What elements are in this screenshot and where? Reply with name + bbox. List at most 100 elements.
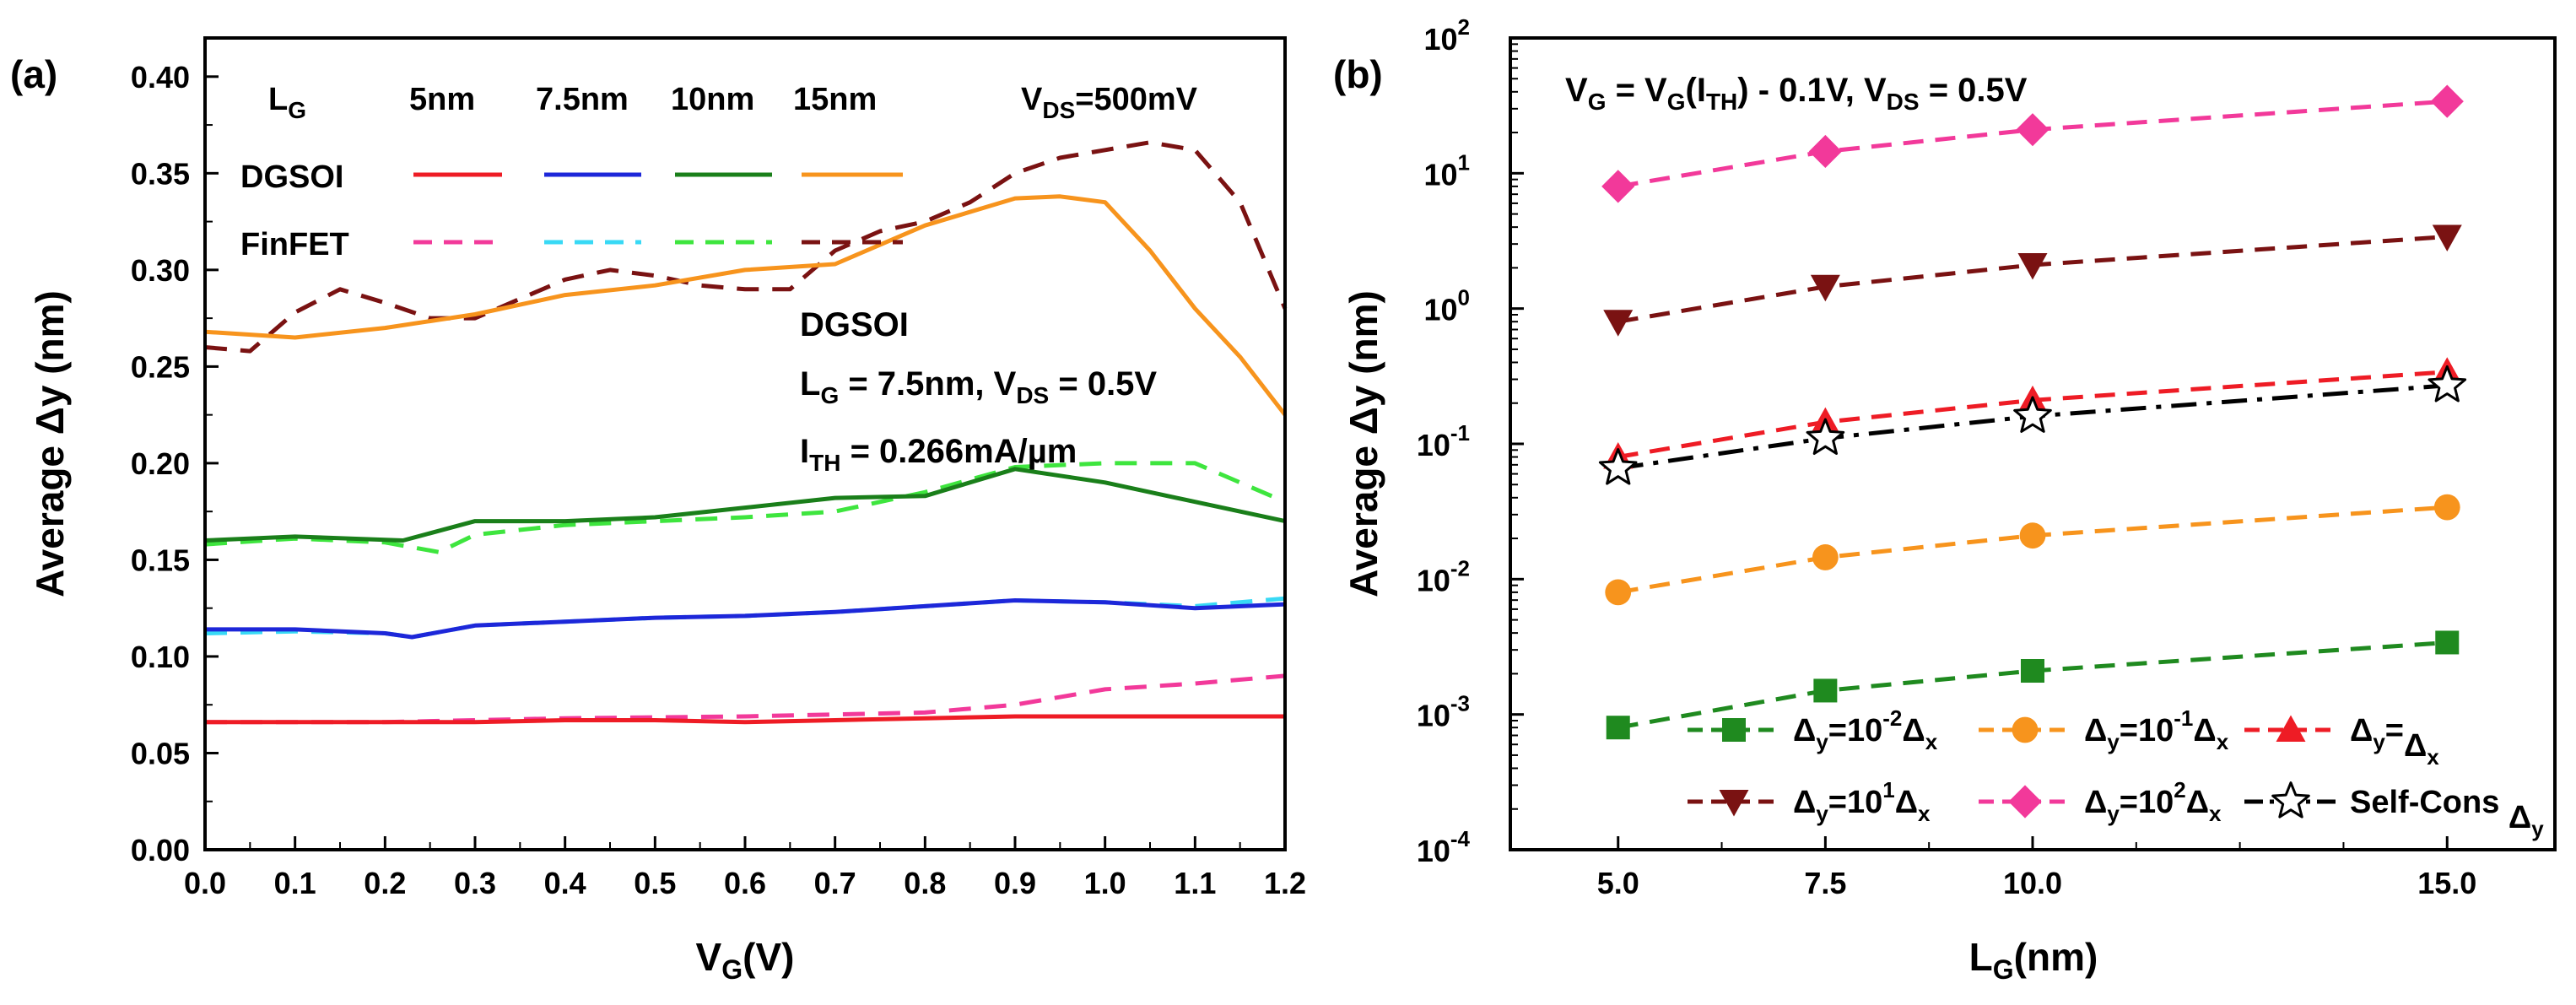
marker-diamond bbox=[2016, 113, 2049, 147]
panel-a-annotation: DGSOI LG = 7.5nm, VDS = 0.5V ITH = 0.266… bbox=[800, 306, 1157, 476]
a-ytick-label: 0.00 bbox=[131, 833, 190, 867]
marker-triangle-down bbox=[1603, 310, 1634, 337]
series-dgsoi-7-5nm bbox=[205, 598, 1286, 640]
a-xtick-label: 1.1 bbox=[1174, 866, 1216, 900]
marker-square bbox=[1813, 678, 1838, 703]
panel-b-condition: VG = VG(ITH) - 0.1V, VDS = 0.5V bbox=[1565, 72, 2028, 115]
legend-label: Δy=101Δx bbox=[1793, 777, 1931, 826]
marker-triangle-down bbox=[2432, 224, 2462, 251]
panel-a-ticks: 0.0 0.1 0.2 0.3 0.4 0.5 0.6 0.7 0.8 0.9 1.0 1.1 1.2 0… bbox=[131, 60, 1306, 900]
b-xtick-label: 7.5 bbox=[1804, 866, 1846, 900]
marker-circle bbox=[1605, 579, 1632, 606]
anno-line2: LG = 7.5nm, VDS = 0.5V bbox=[800, 365, 1157, 408]
panel-a-lines bbox=[204, 140, 1288, 725]
marker-circle bbox=[1812, 544, 1839, 570]
b-ytick-label: 10-4 bbox=[1417, 826, 1471, 868]
legend-label: Δy=10-2Δx bbox=[1793, 705, 1938, 754]
marker-triangle-down bbox=[1719, 790, 1749, 817]
legend-vds: VDS=500mV bbox=[1021, 82, 1198, 123]
marker-star bbox=[2013, 396, 2052, 433]
a-xtick-label: 0.0 bbox=[184, 866, 226, 900]
legend-row-finfet: FinFET bbox=[240, 227, 349, 262]
series-self-cons-y bbox=[1617, 383, 2448, 471]
marker-star bbox=[2271, 781, 2310, 819]
legend-row-dgsoi: DGSOI bbox=[240, 159, 343, 195]
legend-entry-y-10-1-x: Δy=101Δx bbox=[1688, 777, 1931, 826]
marker-diamond bbox=[1601, 170, 1635, 203]
marker-triangle-up bbox=[2276, 715, 2306, 742]
a-ytick-label: 0.05 bbox=[131, 736, 190, 770]
panel-b: (b) 5.0 7.5 10.0 15.010-410-310-210-1100101… bbox=[1333, 14, 2557, 985]
panel-a: (a) 0.0 0.1 0.2 0.3 0.4 0.5 0.6 0.7 0.8 0.9 1.0 1.1… bbox=[10, 36, 1306, 985]
legend-length-10nm: 10nm bbox=[671, 82, 754, 117]
panel-b-tag: (b) bbox=[1333, 52, 1383, 96]
b-xtick-label: 5.0 bbox=[1597, 866, 1639, 900]
a-xtick-label: 0.2 bbox=[364, 866, 406, 900]
panel-b-frame bbox=[1509, 36, 2557, 851]
legend-label: Self-Cons Δy bbox=[2350, 785, 2544, 841]
series-dgsoi-15nm bbox=[204, 194, 1287, 417]
legend-label: Δy=10-1Δx bbox=[2084, 705, 2229, 754]
marker-diamond bbox=[2008, 785, 2042, 819]
panel-a-tag: (a) bbox=[10, 52, 57, 96]
series-y-10-2-x bbox=[1617, 640, 2448, 730]
anno-line1: DGSOI bbox=[800, 306, 909, 343]
marker-star bbox=[1598, 448, 1638, 485]
a-xtick-label: 0.9 bbox=[994, 866, 1036, 900]
marker-circle bbox=[2019, 522, 2046, 549]
panel-b-ylabel: Average Δy (nm) bbox=[1342, 290, 1385, 597]
legend-entry-y-10-2-x: Δy=10-2Δx bbox=[1688, 705, 1938, 754]
series-dgsoi-10nm bbox=[204, 467, 1286, 543]
panel-a-ylabel: Average Δy (nm) bbox=[28, 290, 72, 597]
a-xtick-label: 1.0 bbox=[1084, 866, 1126, 900]
legend-label: Δy=Δx bbox=[2350, 713, 2439, 770]
legend-entry-y-10-2-x: Δy=102Δx bbox=[1979, 777, 2222, 826]
a-ytick-label: 0.25 bbox=[131, 349, 190, 384]
legend-header-lg: LG bbox=[268, 82, 306, 123]
legend-length-15nm: 15nm bbox=[793, 82, 877, 117]
a-xtick-label: 0.7 bbox=[814, 866, 856, 900]
legend-length-5nm: 5nm bbox=[409, 82, 475, 117]
b-xtick-label: 10.0 bbox=[2003, 866, 2062, 900]
b-xtick-label: 15.0 bbox=[2417, 866, 2476, 900]
panel-b-markers bbox=[1598, 84, 2467, 740]
marker-square bbox=[1606, 716, 1630, 740]
a-ytick-label: 0.35 bbox=[131, 156, 190, 191]
a-xtick-label: 0.1 bbox=[274, 866, 316, 900]
legend-entry-self-cons-y: Self-Cons Δy bbox=[2244, 781, 2544, 841]
b-ytick-label: 100 bbox=[1423, 285, 1470, 327]
series-y-x bbox=[1617, 370, 2448, 459]
a-xtick-label: 0.6 bbox=[724, 866, 766, 900]
marker-square bbox=[2435, 630, 2460, 655]
series-y-10-2-x bbox=[1617, 99, 2448, 189]
series-finfet-15nm bbox=[204, 140, 1288, 354]
marker-circle bbox=[2012, 716, 2039, 743]
panel-b-xlabel: LG(nm) bbox=[1969, 935, 2098, 985]
marker-triangle-down bbox=[1810, 274, 1840, 302]
a-ytick-label: 0.40 bbox=[131, 60, 190, 95]
panel-a-xlabel: VG(V) bbox=[696, 935, 795, 985]
marker-diamond bbox=[1808, 134, 1842, 169]
marker-star bbox=[2427, 365, 2467, 403]
series-y-10-1-x bbox=[1617, 235, 2448, 324]
panel-a-frame bbox=[203, 36, 1287, 851]
a-xtick-label: 0.8 bbox=[904, 866, 946, 900]
marker-square bbox=[2021, 659, 2044, 684]
panel-b-legend: Δy=10-2Δx Δy=10-1Δx Δy=Δx Δy=101Δx Δy=102Δx S… bbox=[1688, 705, 2544, 841]
anno-line3: ITH = 0.266mA/µm bbox=[800, 433, 1077, 476]
series-finfet-10nm bbox=[204, 461, 1286, 554]
marker-circle bbox=[2433, 494, 2460, 521]
marker-star bbox=[1806, 418, 1845, 455]
a-xtick-label: 0.5 bbox=[634, 866, 676, 900]
a-xtick-label: 0.3 bbox=[454, 866, 496, 900]
marker-triangle-down bbox=[2017, 253, 2048, 280]
a-ytick-label: 0.15 bbox=[131, 543, 190, 577]
a-ytick-label: 0.20 bbox=[131, 446, 190, 481]
a-ytick-label: 0.10 bbox=[131, 640, 190, 674]
a-ytick-label: 0.30 bbox=[131, 253, 190, 288]
series-y-10-1-x bbox=[1617, 505, 2448, 595]
series-finfet-5nm bbox=[205, 673, 1286, 725]
a-xtick-label: 1.2 bbox=[1264, 866, 1306, 900]
